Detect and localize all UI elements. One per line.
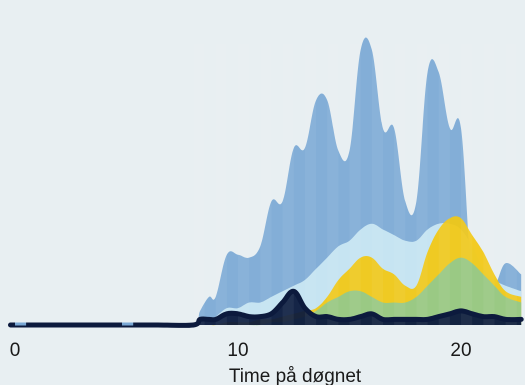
stripe [238, 44, 250, 325]
stripe [483, 44, 495, 325]
series-5-line [8, 288, 524, 328]
x-axis: 0 10 20 [10, 340, 472, 361]
stripe [304, 44, 317, 325]
stripe [327, 44, 339, 325]
x-tick-label: 0 [10, 340, 21, 361]
stripe [282, 44, 294, 325]
area-layer [10, 37, 522, 327]
stripe [215, 44, 227, 325]
stripe [461, 44, 473, 325]
stripe [260, 44, 272, 325]
series-3-area [10, 216, 522, 326]
stripe [416, 44, 428, 325]
stripe [438, 44, 450, 325]
series-4-area [10, 257, 522, 326]
stripe [193, 44, 205, 325]
x-tick-label: 10 [227, 340, 248, 361]
x-axis-label: Time på døgnet [229, 366, 362, 385]
x-tick-label: 20 [450, 340, 471, 361]
stripe [349, 44, 361, 325]
stripe [394, 44, 406, 325]
stripe [505, 44, 517, 325]
series-5-area [10, 291, 522, 326]
stripe [371, 44, 383, 325]
line-layer [8, 288, 524, 328]
